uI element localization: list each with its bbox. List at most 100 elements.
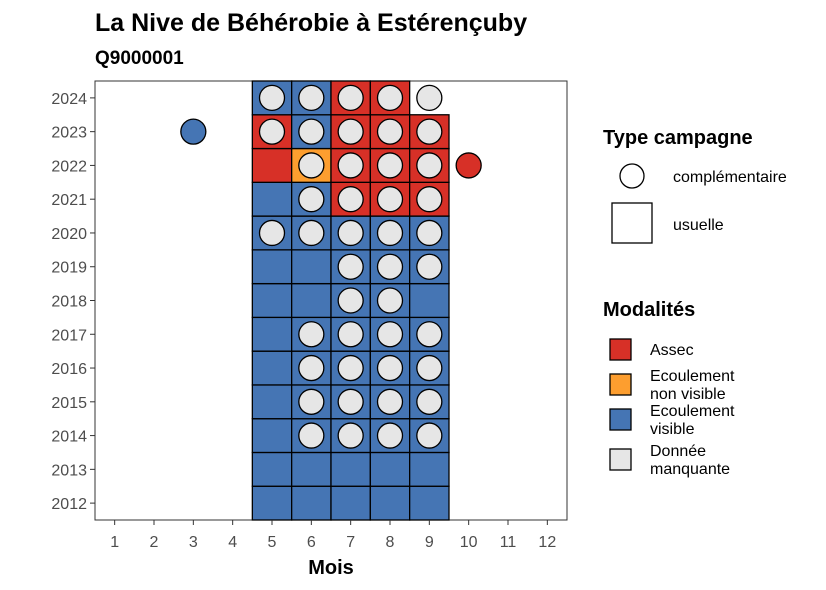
heatmap-tile — [251, 249, 293, 285]
legend-square-key — [611, 202, 653, 244]
heatmap-tile — [369, 485, 411, 521]
x-tick-label: 7 — [346, 534, 355, 551]
y-tick-label: 2019 — [51, 260, 87, 277]
campaign-point — [416, 388, 443, 415]
y-tick-label: 2024 — [51, 91, 87, 108]
legend-shape-label: usuelle — [673, 217, 724, 234]
campaign-point — [376, 354, 404, 382]
heatmap-tile — [330, 485, 371, 521]
campaign-point — [376, 388, 404, 415]
y-tick-label: 2013 — [51, 462, 87, 479]
chart-title: La Nive de Béhérobie à Estérençuby — [95, 9, 527, 37]
heatmap-tile — [291, 282, 332, 319]
campaign-point — [298, 422, 325, 449]
legend-shape-title: Type campagne — [603, 127, 753, 149]
campaign-point — [416, 422, 443, 449]
heatmap-tile — [251, 384, 293, 420]
campaign-point — [337, 287, 364, 314]
heatmap-tile — [251, 282, 293, 319]
campaign-point — [376, 186, 404, 213]
campaign-point — [298, 219, 325, 247]
campaign-point — [376, 152, 404, 179]
x-axis-title: Mois — [308, 557, 354, 579]
campaign-point — [416, 219, 443, 247]
heatmap-tile — [251, 451, 293, 487]
x-tick-label: 6 — [307, 534, 316, 551]
campaign-point — [337, 84, 364, 112]
x-axis: 1 2 3 4 5 6 7 8 9 10 11 12 — [110, 520, 556, 551]
heatmap-tile — [330, 451, 371, 487]
legend-fill-label: Assec — [650, 342, 694, 359]
heatmap-tile — [251, 316, 293, 352]
campaign-point — [180, 118, 207, 145]
campaign-point — [416, 152, 443, 179]
campaign-point — [298, 354, 325, 382]
x-tick-label: 2 — [150, 534, 159, 551]
campaign-point — [337, 186, 364, 213]
x-tick-label: 11 — [500, 534, 517, 551]
heatmap-tile — [251, 181, 293, 217]
heatmap-tile — [251, 418, 293, 454]
campaign-point — [416, 321, 443, 348]
chart-subtitle: Q9000001 — [95, 48, 184, 69]
x-tick-label: 10 — [460, 534, 478, 551]
campaign-point — [376, 253, 404, 280]
campaign-point — [337, 118, 364, 145]
campaign-point — [455, 152, 482, 179]
campaign-point — [258, 118, 286, 145]
campaign-point — [298, 186, 325, 213]
legend-fill-key — [609, 408, 632, 431]
legend-fill-label: visible — [650, 421, 695, 438]
legend-fill-label: non visible — [650, 386, 726, 403]
campaign-point — [298, 118, 325, 145]
legend: Type campagne complémentaire usuelle Modali… — [603, 127, 787, 478]
campaign-point — [337, 321, 364, 348]
heatmap-tile — [409, 451, 450, 487]
points-layer — [180, 84, 482, 449]
legend-shape-label: complémentaire — [673, 169, 787, 186]
legend-fill-label: Ecoulement — [650, 403, 735, 420]
y-tick-label: 2016 — [51, 361, 87, 378]
y-tick-label: 2022 — [51, 158, 87, 175]
x-tick-label: 5 — [268, 534, 277, 551]
campaign-point — [376, 321, 404, 348]
campaign-point — [298, 84, 325, 112]
heatmap-tile — [251, 350, 293, 386]
y-tick-label: 2015 — [51, 395, 87, 412]
campaign-point — [337, 422, 364, 449]
campaign-point — [416, 354, 443, 382]
y-tick-label: 2012 — [51, 496, 87, 513]
x-tick-label: 1 — [110, 534, 119, 551]
campaign-point — [298, 388, 325, 415]
y-axis: 2012 2013 2014 2015 2016 2017 2018 2019 2020 2021… — [51, 91, 95, 513]
legend-fill-label: manquante — [650, 461, 730, 478]
legend-circle-key — [619, 163, 645, 189]
x-tick-label: 3 — [189, 534, 198, 551]
legend-fill-label: Ecoulement — [650, 368, 735, 385]
campaign-point — [376, 422, 404, 449]
y-tick-label: 2020 — [51, 226, 87, 243]
heatmap-tile — [291, 249, 332, 285]
heatmap-tile — [251, 147, 293, 183]
legend-fill-key — [609, 338, 632, 361]
y-tick-label: 2014 — [51, 429, 87, 446]
y-tick-label: 2017 — [51, 327, 87, 344]
campaign-point — [416, 186, 443, 213]
legend-fill-key — [609, 448, 632, 471]
campaign-point — [337, 388, 364, 415]
legend-fill-key — [609, 373, 632, 396]
legend-fill-label: Donnée — [650, 443, 706, 460]
campaign-point — [416, 84, 443, 112]
x-tick-label: 4 — [228, 534, 237, 551]
heatmap-tile — [251, 485, 293, 521]
y-tick-label: 2021 — [51, 192, 87, 209]
campaign-point — [376, 219, 404, 247]
campaign-point — [416, 253, 443, 280]
campaign-point — [298, 152, 325, 179]
x-tick-label: 9 — [425, 534, 434, 551]
campaign-point — [258, 219, 286, 247]
campaign-point — [337, 152, 364, 179]
campaign-point — [416, 118, 443, 145]
heatmap-tile — [291, 485, 332, 521]
